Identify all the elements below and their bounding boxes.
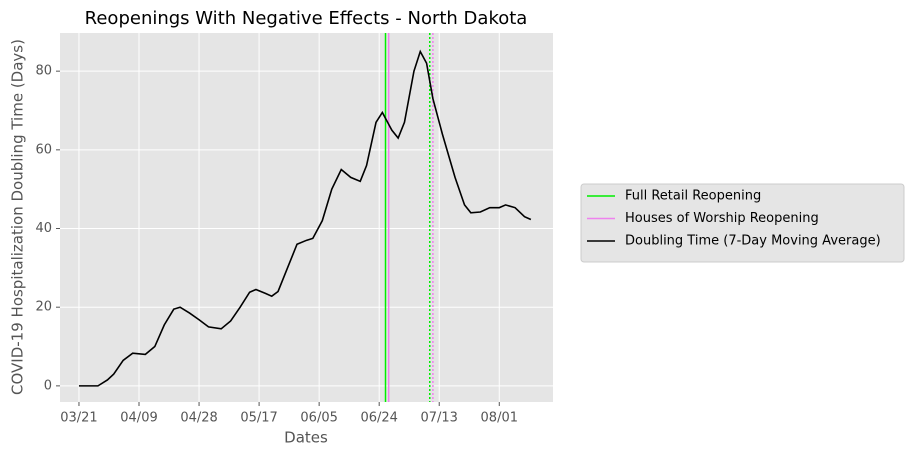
- legend-label: Doubling Time (7-Day Moving Average): [625, 234, 881, 249]
- x-tick-label: 03/21: [60, 411, 97, 426]
- x-tick-label: 04/28: [180, 411, 217, 426]
- y-tick-label: 20: [35, 300, 52, 315]
- y-tick-label: 0: [44, 378, 52, 393]
- chart-title: Reopenings With Negative Effects - North…: [85, 8, 528, 29]
- x-axis-label: Dates: [284, 429, 328, 447]
- x-tick-label: 05/17: [240, 411, 277, 426]
- y-tick-label: 80: [35, 64, 52, 79]
- y-tick-label: 40: [35, 221, 52, 236]
- x-tick-label: 07/13: [420, 411, 457, 426]
- y-tick-label: 60: [35, 142, 52, 157]
- legend-box: [580, 183, 905, 263]
- x-tick-label: 04/09: [120, 411, 157, 426]
- plot-area: [60, 33, 553, 402]
- legend-label: Houses of Worship Reopening: [625, 211, 819, 226]
- x-tick-label: 06/05: [300, 411, 337, 426]
- y-axis-label: COVID-19 Hospitalization Doubling Time (…: [9, 39, 27, 395]
- legend-label: Full Retail Reopening: [625, 189, 761, 204]
- x-tick-label: 08/01: [481, 411, 518, 426]
- series-line: [78, 49, 532, 387]
- x-tick-label: 06/24: [360, 411, 397, 426]
